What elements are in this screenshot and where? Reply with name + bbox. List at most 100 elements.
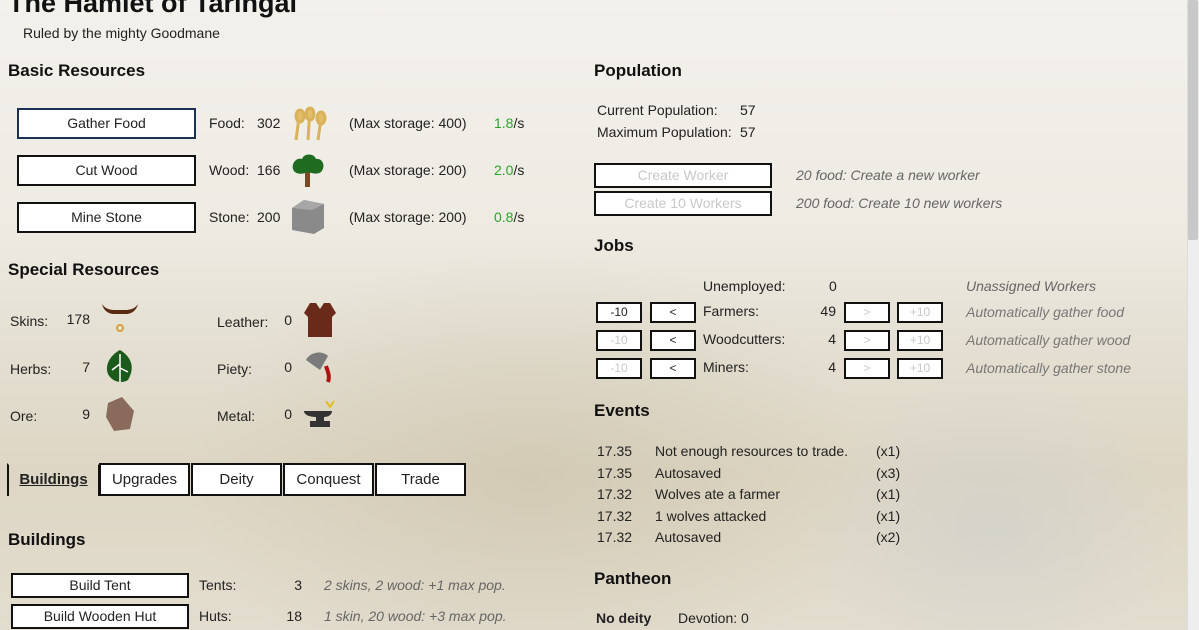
event-count: (x1) bbox=[876, 443, 901, 459]
resource-rate: 1.8/s bbox=[494, 115, 524, 131]
create-worker-button[interactable]: Create Worker bbox=[594, 163, 772, 188]
jobs-heading: Jobs bbox=[594, 236, 634, 255]
ox-skull-icon bbox=[100, 298, 140, 341]
tab-deity[interactable]: Deity bbox=[191, 463, 282, 496]
event-count: (x3) bbox=[876, 465, 901, 481]
tab-trade[interactable]: Trade bbox=[375, 463, 466, 496]
max-population-label: Maximum Population: bbox=[597, 124, 732, 140]
event-count: (x2) bbox=[876, 529, 901, 545]
rate-unit: /s bbox=[513, 162, 525, 178]
resource-rate: 2.0/s bbox=[494, 162, 524, 178]
resource-value: 302 bbox=[257, 115, 281, 131]
event-time: 17.32 bbox=[597, 529, 633, 545]
event-count: (x1) bbox=[876, 508, 901, 524]
event-message: Autosaved bbox=[655, 529, 722, 545]
devotion: Devotion: 0 bbox=[678, 610, 749, 626]
building-label: Tents: bbox=[199, 577, 237, 593]
job-count: 4 bbox=[828, 359, 836, 375]
ruler-subtitle: Ruled by the mighty Goodmane bbox=[23, 25, 220, 41]
plus-10-button[interactable]: +10 bbox=[897, 330, 943, 351]
resource-value: 166 bbox=[257, 162, 281, 178]
job-desc: Automatically gather stone bbox=[966, 360, 1131, 376]
scrollbar[interactable] bbox=[1187, 0, 1199, 630]
max-population-value: 57 bbox=[740, 124, 756, 140]
tab-conquest[interactable]: Conquest bbox=[283, 463, 374, 496]
rate-value: 0.8 bbox=[494, 209, 514, 225]
population-heading: Population bbox=[594, 61, 682, 80]
event-message: Autosaved bbox=[655, 465, 722, 481]
minus-10-button[interactable]: -10 bbox=[596, 330, 642, 351]
unemployed-desc: Unassigned Workers bbox=[966, 278, 1096, 294]
job-count: 49 bbox=[820, 303, 836, 319]
job-desc: Automatically gather food bbox=[966, 304, 1124, 320]
tab-upgrades[interactable]: Upgrades bbox=[99, 463, 190, 496]
wheat-icon bbox=[288, 102, 328, 145]
job-count: 4 bbox=[828, 331, 836, 347]
leaf-icon bbox=[100, 346, 140, 389]
plus-1-button[interactable]: > bbox=[844, 330, 890, 351]
event-message: Wolves ate a farmer bbox=[655, 486, 781, 502]
job-label: Woodcutters: bbox=[703, 331, 786, 347]
building-desc: 1 skin, 20 wood: +3 max pop. bbox=[324, 608, 507, 624]
current-population-label: Current Population: bbox=[597, 102, 718, 118]
tree-icon bbox=[288, 149, 328, 192]
ore-rock-icon bbox=[100, 393, 140, 436]
event-time: 17.32 bbox=[597, 508, 633, 524]
buildings-heading: Buildings bbox=[8, 530, 86, 549]
special-resource-value: 7 bbox=[82, 359, 90, 375]
event-message: Not enough resources to trade. bbox=[655, 443, 849, 459]
minus-1-button[interactable]: < bbox=[650, 330, 696, 351]
build-button[interactable]: Build Wooden Hut bbox=[11, 604, 189, 629]
special-resource-label: Metal: bbox=[217, 408, 256, 424]
tab-buildings[interactable]: Buildings bbox=[7, 463, 100, 496]
event-time: 17.32 bbox=[597, 486, 633, 502]
unemployed-label: Unemployed: bbox=[703, 278, 786, 294]
building-count: 3 bbox=[294, 577, 302, 593]
job-desc: Automatically gather wood bbox=[966, 332, 1131, 348]
create-worker-desc: 20 food: Create a new worker bbox=[796, 167, 980, 183]
rate-value: 2.0 bbox=[494, 162, 514, 178]
basic-resources-heading: Basic Resources bbox=[8, 61, 146, 80]
special-resource-label: Leather: bbox=[217, 314, 269, 330]
stone-block-icon bbox=[288, 196, 328, 239]
job-label: Farmers: bbox=[703, 303, 759, 319]
event-count: (x1) bbox=[876, 486, 901, 502]
special-resource-label: Skins: bbox=[10, 313, 49, 329]
resource-value: 200 bbox=[257, 209, 281, 225]
build-button[interactable]: Build Tent bbox=[11, 573, 189, 598]
special-resources-heading: Special Resources bbox=[8, 260, 160, 279]
plus-10-button[interactable]: +10 bbox=[897, 302, 943, 323]
resource-label: Wood: bbox=[209, 162, 250, 178]
special-resource-label: Piety: bbox=[217, 361, 253, 377]
special-resource-value: 178 bbox=[66, 311, 90, 327]
building-label: Huts: bbox=[199, 608, 232, 624]
special-resource-value: 0 bbox=[284, 406, 292, 422]
plus-1-button[interactable]: > bbox=[844, 302, 890, 323]
plus-10-button[interactable]: +10 bbox=[897, 358, 943, 379]
max-storage: (Max storage: 200) bbox=[349, 209, 467, 225]
event-message: 1 wolves attacked bbox=[655, 508, 767, 524]
minus-10-button[interactable]: -10 bbox=[596, 302, 642, 323]
mine-stone-button[interactable]: Mine Stone bbox=[17, 202, 196, 233]
rate-value: 1.8 bbox=[494, 115, 514, 131]
create-10-workers-button[interactable]: Create 10 Workers bbox=[594, 191, 772, 216]
resource-rate: 0.8/s bbox=[494, 209, 524, 225]
building-desc: 2 skins, 2 wood: +1 max pop. bbox=[324, 577, 506, 593]
minus-10-button[interactable]: -10 bbox=[596, 358, 642, 379]
gather-food-button[interactable]: Gather Food bbox=[17, 108, 196, 139]
minus-1-button[interactable]: < bbox=[650, 358, 696, 379]
unemployed-value: 0 bbox=[829, 278, 837, 294]
job-label: Miners: bbox=[703, 359, 749, 375]
current-population-value: 57 bbox=[740, 102, 756, 118]
anvil-icon bbox=[300, 393, 340, 436]
minus-1-button[interactable]: < bbox=[650, 302, 696, 323]
resource-label: Stone: bbox=[209, 209, 250, 225]
plus-1-button[interactable]: > bbox=[844, 358, 890, 379]
scrollbar-thumb[interactable] bbox=[1188, 0, 1198, 240]
cut-wood-button[interactable]: Cut Wood bbox=[17, 155, 196, 186]
deity-name: No deity bbox=[596, 610, 652, 626]
chalice-icon bbox=[300, 346, 340, 389]
events-heading: Events bbox=[594, 401, 650, 420]
special-resource-value: 0 bbox=[284, 359, 292, 375]
max-storage: (Max storage: 200) bbox=[349, 162, 467, 178]
